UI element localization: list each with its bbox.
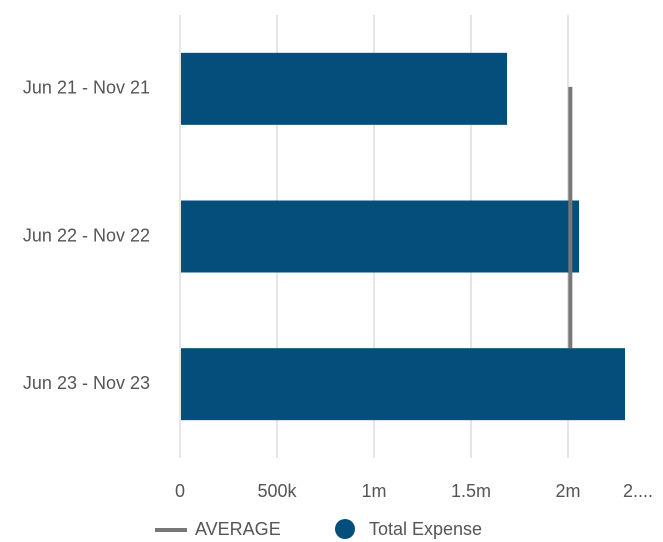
bar	[181, 52, 508, 125]
y-tick-label: Jun 21 - Nov 21	[23, 78, 150, 98]
y-tick-label: Jun 22 - Nov 22	[23, 225, 150, 245]
x-tick-label: 0	[175, 481, 185, 501]
x-tick-label: 2m	[555, 481, 580, 501]
y-tick-label: Jun 23 - Nov 23	[23, 373, 150, 393]
x-tick-label: 2....	[623, 481, 653, 501]
legend-label: AVERAGE	[195, 519, 281, 539]
x-tick-label: 1m	[361, 481, 386, 501]
legend-label: Total Expense	[369, 519, 482, 539]
bar	[181, 348, 626, 421]
bar	[181, 200, 580, 273]
legend-swatch	[335, 519, 355, 539]
x-tick-label: 1.5m	[451, 481, 491, 501]
x-tick-label: 500k	[257, 481, 297, 501]
